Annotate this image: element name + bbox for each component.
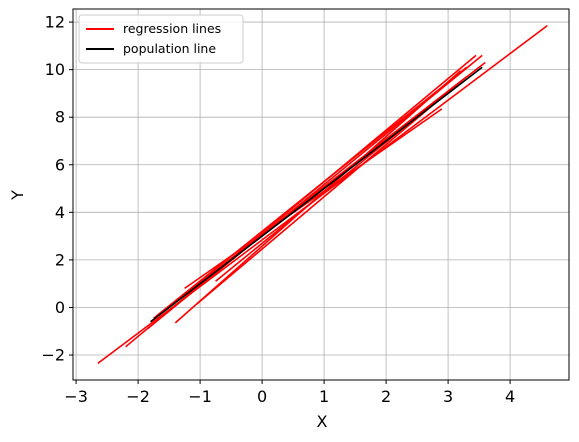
legend-box xyxy=(78,14,244,64)
y-tick-label: −2 xyxy=(41,346,65,365)
series-lines xyxy=(97,24,548,365)
x-tick-label: −3 xyxy=(64,387,88,406)
plot-frame xyxy=(72,8,570,381)
x-tick-label: 2 xyxy=(381,387,391,406)
legend-label-regression-lines: regression lines xyxy=(123,21,221,36)
y-tick-label: 10 xyxy=(45,60,65,79)
grid xyxy=(73,9,569,380)
y-tick-label: 6 xyxy=(55,155,65,174)
x-tick-label: 3 xyxy=(443,387,453,406)
regression-lines-7 xyxy=(184,108,443,290)
regression-lines-5 xyxy=(156,66,468,317)
y-tick-label: 12 xyxy=(45,13,65,32)
x-tick-label: 1 xyxy=(319,387,329,406)
x-tick-label: 0 xyxy=(257,387,267,406)
x-tick-label: −2 xyxy=(126,387,150,406)
y-tick-label: 4 xyxy=(55,203,65,222)
y-tick-label: 0 xyxy=(55,298,65,317)
y-axis-label: Y xyxy=(8,190,27,201)
y-tick-label: 2 xyxy=(55,250,65,269)
legend: regression lines population line xyxy=(78,14,244,64)
x-tick-label: 4 xyxy=(505,387,515,406)
legend-label-population-line: population line xyxy=(123,41,216,56)
x-tick-label: −1 xyxy=(188,387,212,406)
population-line-1 xyxy=(150,66,483,323)
y-tick-label: 8 xyxy=(55,108,65,127)
x-axis-label: X xyxy=(317,412,328,431)
